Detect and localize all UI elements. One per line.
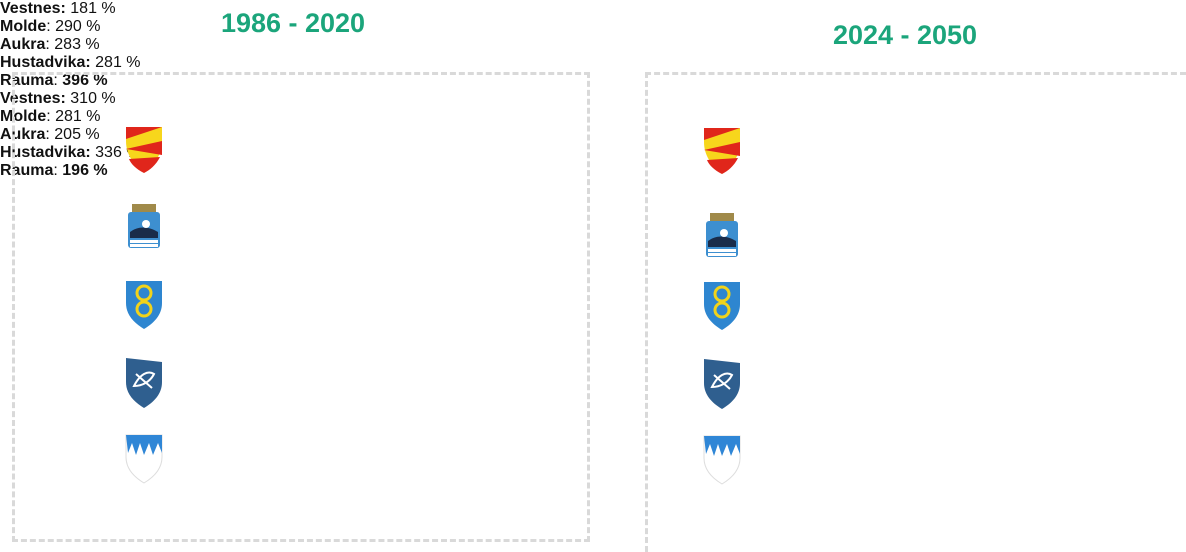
panel-box [645,72,1186,552]
item-name: Vestnes: [0,0,66,17]
item-name: Vestnes: [0,90,66,107]
coat-of-arms [126,127,162,173]
coat-of-arms [704,359,740,409]
coat-of-arms [128,204,160,248]
panel-box [12,72,590,542]
item-value: 310 % [70,90,116,107]
panel-title: 1986 - 2020 [220,8,366,38]
item-row: Molde: 281 % [0,108,1186,126]
item-value: 396 % [62,72,108,89]
coat-of-arms [126,358,162,408]
item-name: Hustadvika: [0,54,91,71]
item-separator: : [53,162,58,179]
item-value: 196 % [62,162,108,179]
item-row: Molde: 290 % [0,18,1186,36]
item-name: Aukra [0,126,46,143]
coat-of-arms [125,434,163,484]
item-name: Molde [0,18,47,35]
item-separator: : [46,108,51,125]
item-separator: : [46,18,51,35]
item-value: 290 % [55,18,101,35]
item-row: Aukra: 205 % [0,126,1186,144]
item-name: Aukra [0,36,46,53]
coat-of-arms [706,213,738,257]
coat-of-arms [704,128,740,174]
item-row: Hustadvika: 281 % [0,54,1186,72]
item-row: Vestnes: 310 % [0,90,1186,108]
item-row: Aukra: 283 % [0,36,1186,54]
item-row: Vestnes: 181 % [0,0,1186,18]
item-value: 181 % [70,0,116,17]
item-separator: : [53,72,58,89]
item-name: Molde [0,108,47,125]
coat-of-arms [703,435,741,485]
item-value: 283 % [54,36,100,53]
item-separator: : [45,126,50,143]
coat-of-arms [704,282,740,330]
coat-of-arms [126,281,162,329]
item-value: 281 % [95,54,141,71]
panel-title: 2024 - 2050 [832,20,978,50]
item-separator: : [45,36,50,53]
item-value: 281 % [55,108,101,125]
item-value: 205 % [54,126,100,143]
item-name: Hustadvika: [0,144,91,161]
